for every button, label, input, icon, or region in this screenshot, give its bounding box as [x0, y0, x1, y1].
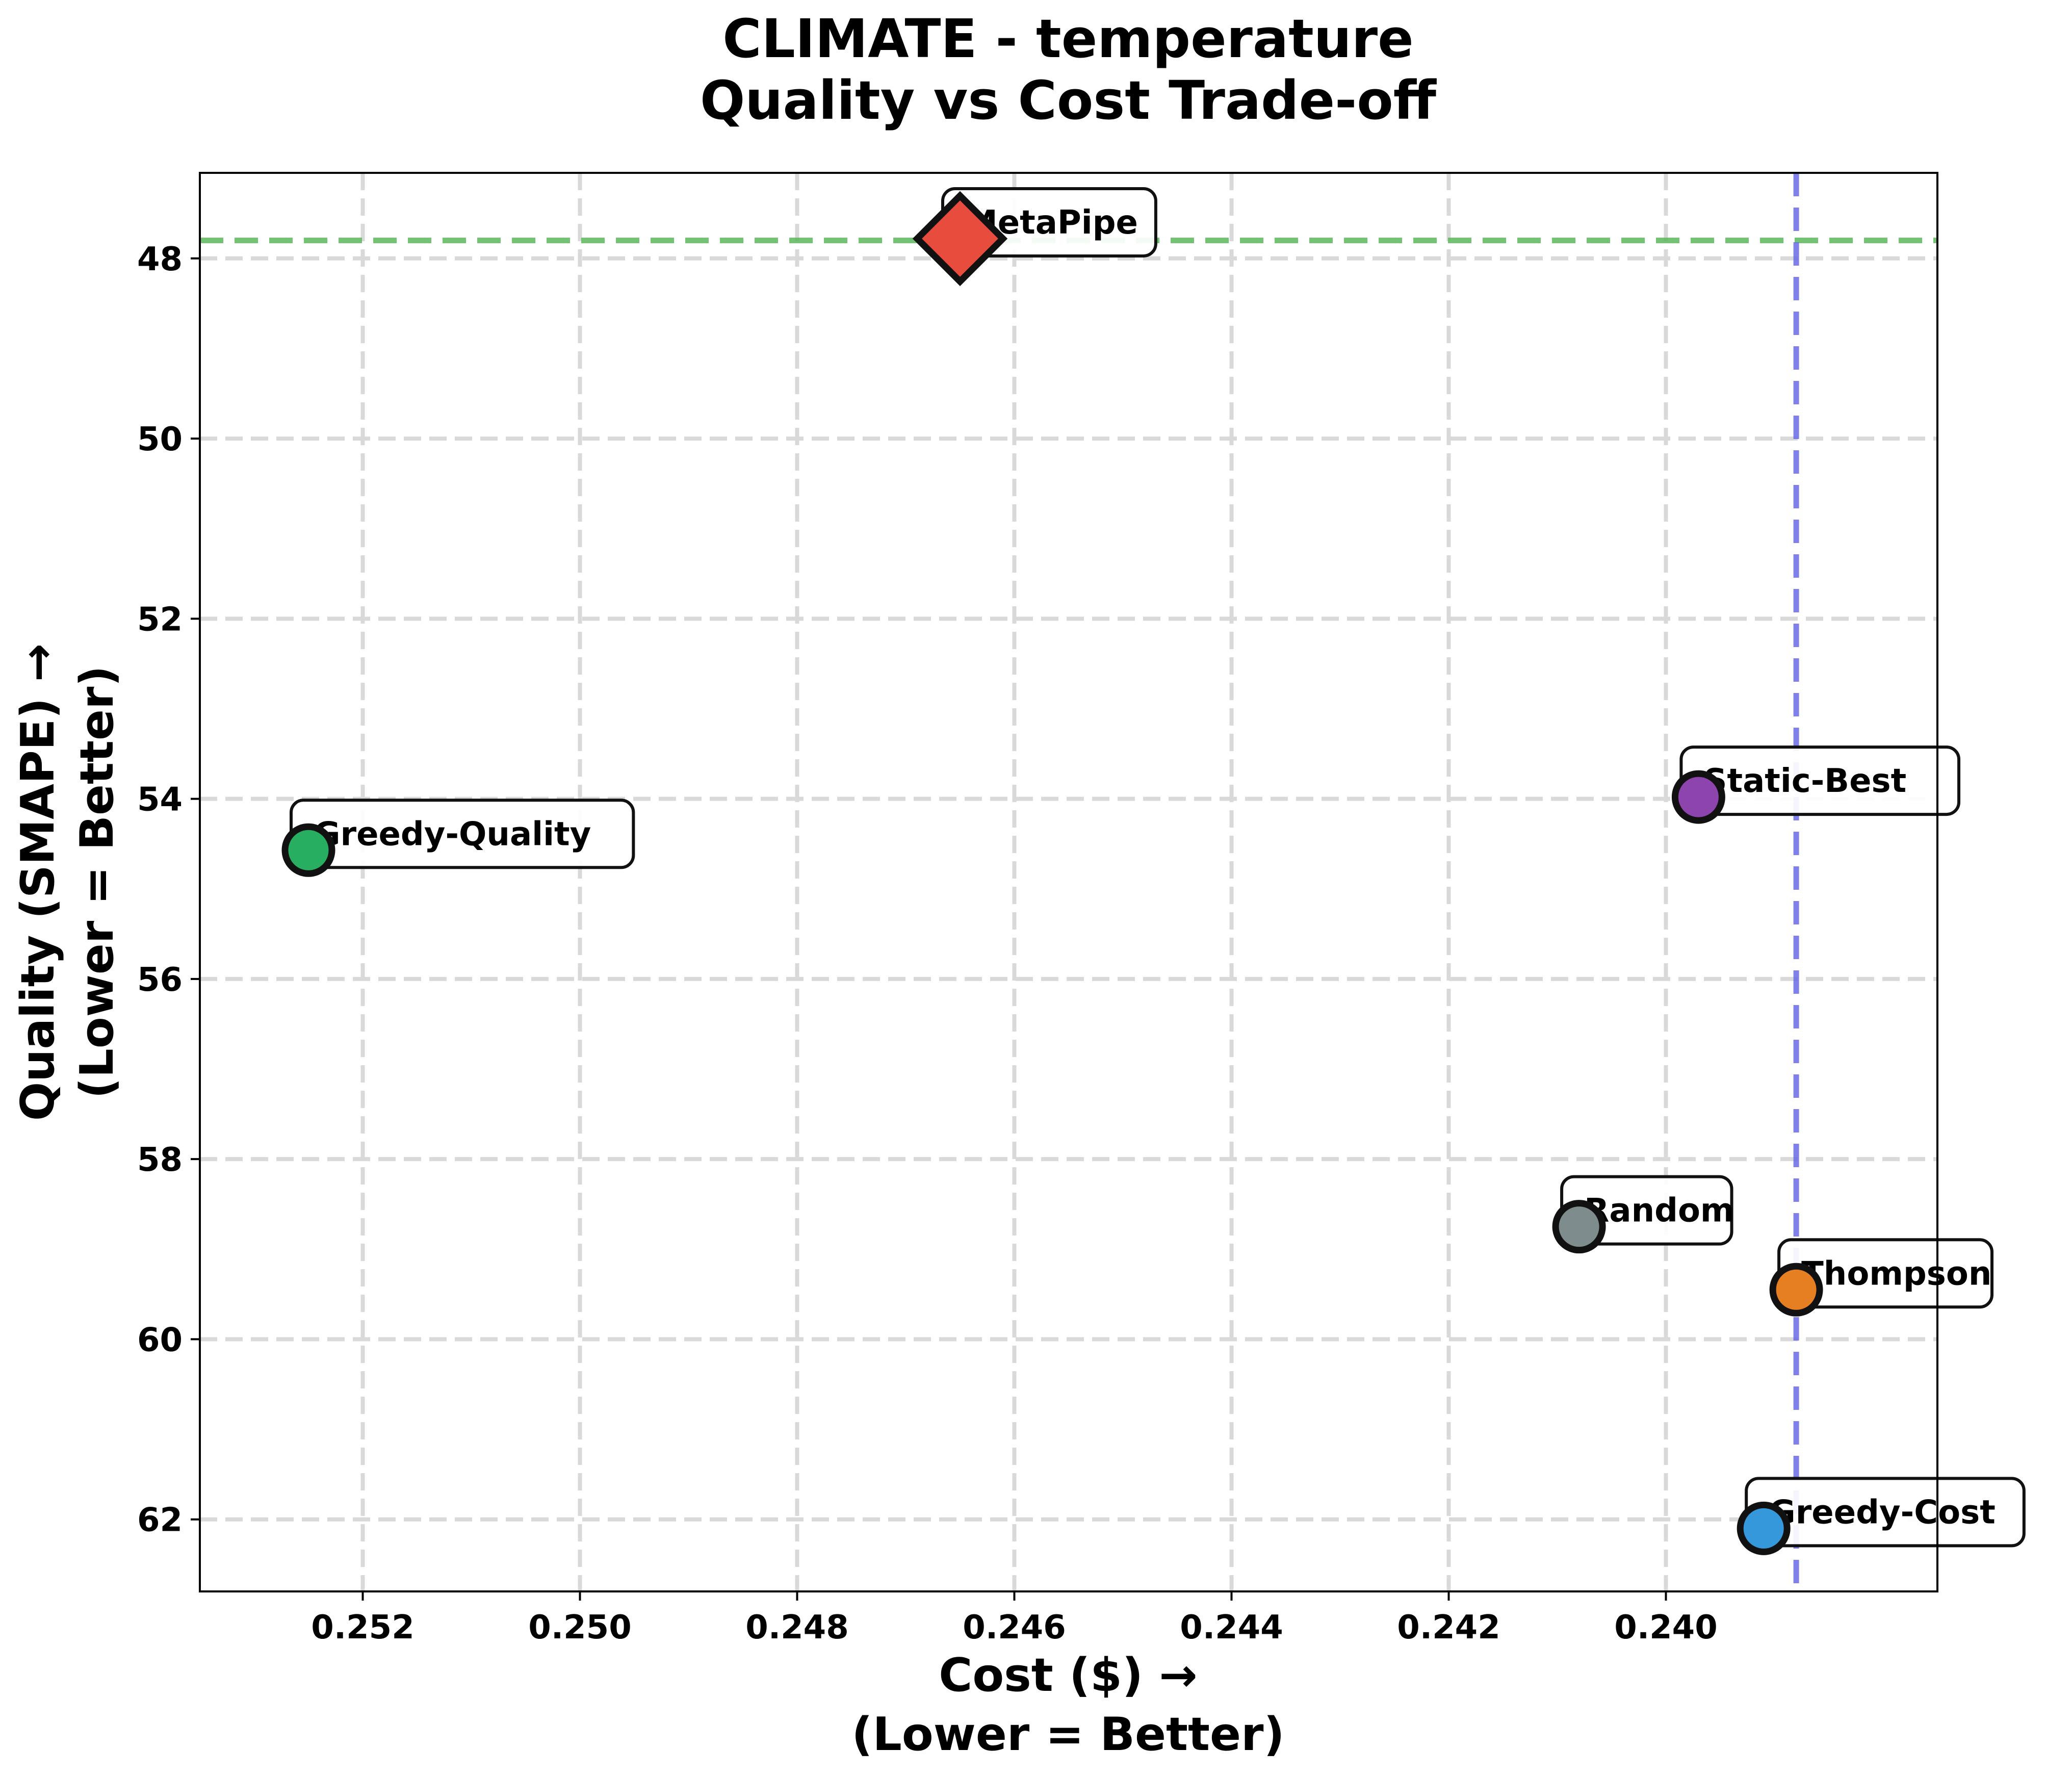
point-greedy-cost: [1737, 1501, 1791, 1555]
point-label: Static-Best: [1703, 762, 1906, 800]
y-tick-labels: 48 50 52 54 56 58 60 62: [137, 241, 200, 1539]
x-tick-label: 0.246: [963, 1609, 1066, 1647]
x-tick-labels: 0.252 0.250 0.248 0.246 0.244 0.242 0.240: [311, 1591, 1718, 1647]
point-label: Thompson: [1801, 1255, 1991, 1293]
plot-frame: [199, 172, 1938, 1592]
y-tick-label: 56: [137, 961, 183, 999]
point-group: MetaPipe: [912, 187, 1157, 287]
x-tick-label: 0.244: [1180, 1609, 1283, 1647]
y-tick-label: 58: [137, 1141, 183, 1179]
point-greedy-quality: [281, 823, 335, 877]
y-axis-label: Quality (SMAPE) → (Lower = Better): [11, 644, 124, 1121]
x-axis-label-line-1: Cost ($) →: [939, 1649, 1197, 1702]
y-tick-label: 54: [137, 781, 183, 819]
x-tick-label: 0.242: [1397, 1609, 1500, 1647]
y-tick-label: 50: [137, 421, 183, 458]
y-axis-label-line-2: (Lower = Better): [70, 665, 124, 1098]
x-tick-label: 0.248: [745, 1609, 848, 1647]
chart-title-line-2: Quality vs Cost Trade-off: [700, 69, 1437, 132]
y-tick-label: 62: [137, 1502, 183, 1539]
point-thompson: [1769, 1263, 1823, 1317]
x-axis-label-line-2: (Lower = Better): [851, 1708, 1284, 1761]
point-group: Greedy-Cost: [1737, 1477, 2026, 1555]
point-group: Random: [1552, 1175, 1734, 1254]
x-tick-label: 0.252: [311, 1609, 414, 1647]
point-label: Random: [1584, 1192, 1734, 1230]
point-metapipe: [912, 191, 1008, 287]
point-random: [1552, 1200, 1606, 1254]
y-tick-label: 52: [137, 601, 183, 638]
x-tick-label: 0.250: [528, 1609, 631, 1647]
data-points: MetaPipe Static-Best Greedy-Quality Random T…: [281, 187, 2026, 1555]
point-group: Thompson: [1769, 1238, 1994, 1317]
point-group: Static-Best: [1671, 745, 1961, 824]
point-label: Greedy-Quality: [314, 815, 591, 853]
point-label: Greedy-Cost: [1769, 1494, 1996, 1531]
y-tick-label: 60: [137, 1321, 183, 1359]
y-axis-label-line-1: Quality (SMAPE) →: [11, 644, 65, 1121]
x-tick-label: 0.240: [1614, 1609, 1717, 1647]
chart-title-line-1: CLIMATE - temperature: [722, 8, 1413, 70]
point-group: Greedy-Quality: [281, 799, 635, 877]
y-tick-label: 48: [137, 241, 183, 278]
point-static-best: [1671, 770, 1725, 824]
